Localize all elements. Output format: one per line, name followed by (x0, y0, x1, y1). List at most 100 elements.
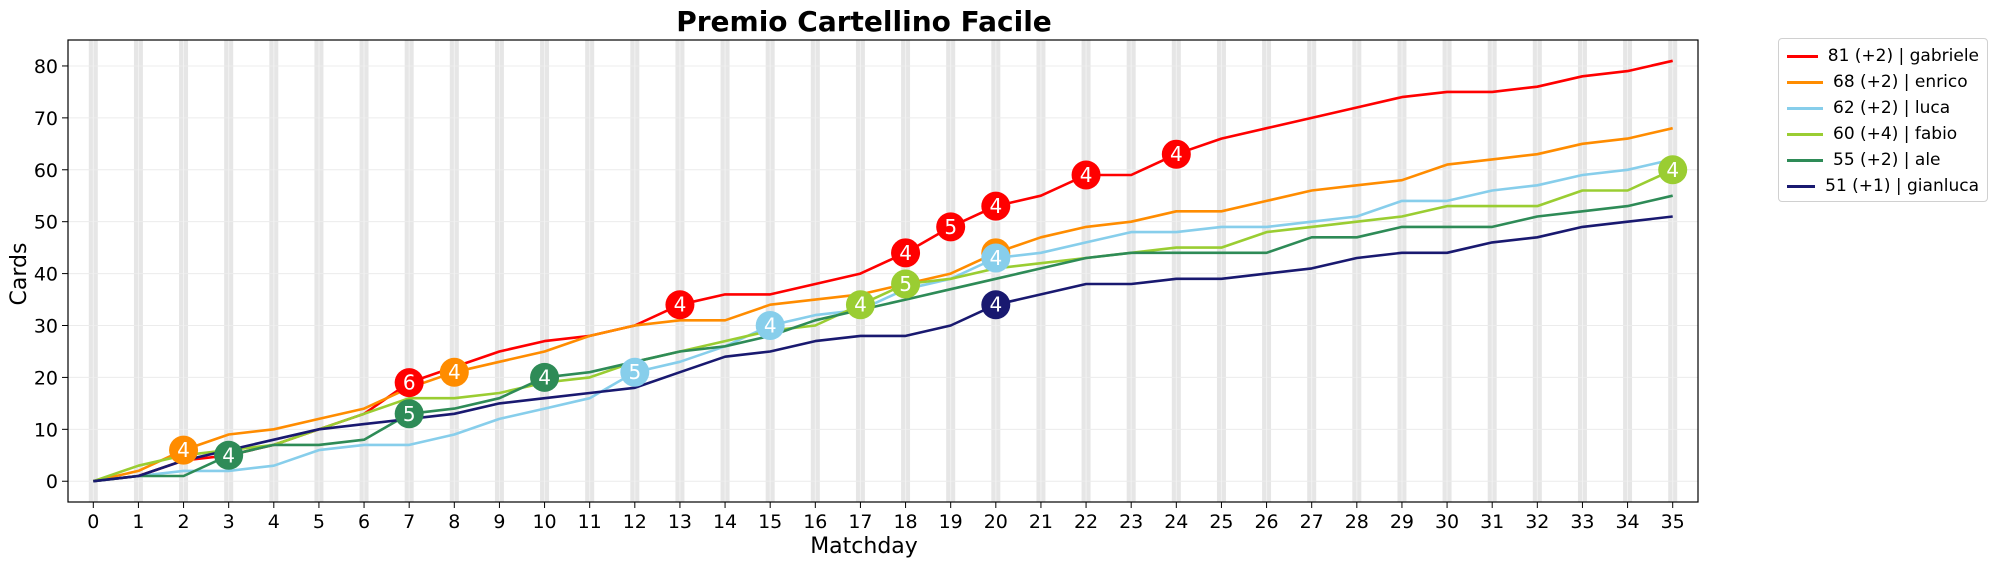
marker-gabriele (936, 212, 966, 242)
marker-gabriele (665, 290, 695, 320)
y-tick-label: 40 (34, 264, 58, 286)
legend-item-fabio: 60 (+4) | fabio (1787, 121, 1979, 147)
matchday-stripes (88, 40, 1678, 502)
x-tick-label: 19 (939, 511, 963, 533)
y-tick-label: 0 (46, 471, 58, 493)
y-tick-label: 20 (34, 367, 58, 389)
marker-label-gianluca: 4 (989, 293, 1002, 317)
x-tick-label: 16 (803, 511, 827, 533)
legend-item-gabriele: 81 (+2) | gabriele (1787, 43, 1979, 69)
marker-ale (530, 362, 560, 392)
x-tick-label: 30 (1435, 511, 1459, 533)
marker-luca (755, 311, 785, 341)
highlight-markers: 64454444445444544544 (169, 139, 1688, 470)
legend-swatch (1787, 158, 1823, 162)
marker-luca (981, 243, 1011, 273)
x-tick-label: 20 (984, 511, 1008, 533)
marker-label-fabio: 4 (854, 293, 867, 317)
x-tick-label: 3 (223, 511, 235, 533)
marker-label-ale: 5 (403, 402, 416, 426)
legend-label: 62 (+2) | luca (1833, 98, 1951, 118)
series-line-fabio (92, 168, 1674, 483)
marker-label-enrico: 4 (448, 360, 461, 384)
x-tick-label: 14 (713, 511, 737, 533)
series-lines (92, 59, 1674, 483)
x-axis-label: Matchday (810, 534, 918, 559)
legend-label: 51 (+1) | gianluca (1825, 176, 1979, 196)
x-tick-label: 7 (403, 511, 415, 533)
y-tick-label: 10 (34, 419, 58, 441)
marker-label-luca: 4 (764, 314, 777, 338)
series-line-luca (93, 158, 1673, 483)
marker-label-ale: 4 (538, 365, 551, 389)
marker-fabio (1658, 155, 1688, 185)
y-tick-label: 30 (34, 316, 58, 338)
x-tick-label: 6 (358, 511, 370, 533)
chart-title: Premio Cartellino Facile (676, 5, 1052, 38)
x-tick-label: 5 (313, 511, 325, 533)
marker-label-enrico: 4 (177, 438, 190, 462)
x-tick-label: 28 (1345, 511, 1369, 533)
marker-label-gabriele: 4 (674, 293, 687, 317)
plot-frame (67, 39, 1699, 503)
marker-gabriele (981, 191, 1011, 221)
marker-label-fabio: 5 (899, 272, 912, 296)
x-tick-label: 27 (1300, 511, 1324, 533)
x-tick-label: 13 (668, 511, 692, 533)
marker-enrico (169, 435, 199, 465)
marker-label-gabriele: 4 (989, 194, 1002, 218)
legend-swatch (1787, 54, 1818, 58)
marker-label-luca: 4 (989, 246, 1002, 270)
gridlines (68, 40, 1698, 502)
y-tick-label: 60 (34, 160, 58, 182)
x-tick-label: 32 (1525, 511, 1549, 533)
marker-label-gabriele: 4 (1080, 163, 1093, 187)
marker-fabio (891, 269, 921, 299)
marker-ale (214, 440, 244, 470)
series-line-enrico (93, 126, 1673, 483)
marker-luca (620, 357, 650, 387)
series-line-gabriele (93, 59, 1673, 483)
marker-fabio (845, 290, 875, 320)
x-tick-label: 21 (1029, 511, 1053, 533)
x-tick-label: 33 (1570, 511, 1594, 533)
series-line-ale (93, 194, 1673, 483)
x-tick-label: 34 (1615, 511, 1639, 533)
marker-label-gabriele: 5 (944, 215, 957, 239)
x-tick-label: 26 (1254, 511, 1278, 533)
legend-label: 68 (+2) | enrico (1833, 72, 1968, 92)
marker-label-ale: 4 (222, 443, 235, 467)
legend-item-luca: 62 (+2) | luca (1787, 95, 1979, 121)
marker-label-gabriele: 4 (899, 241, 912, 265)
x-tick-label: 29 (1390, 511, 1414, 533)
marker-gabriele (891, 238, 921, 268)
x-tick-label: 24 (1164, 511, 1188, 533)
legend-item-enrico: 68 (+2) | enrico (1787, 69, 1979, 95)
series-line-gianluca (93, 215, 1673, 483)
y-tick-label: 80 (34, 56, 58, 78)
legend-swatch (1787, 80, 1823, 84)
legend-item-ale: 55 (+2) | ale (1787, 147, 1979, 173)
legend-item-gianluca: 51 (+1) | gianluca (1787, 173, 1979, 199)
marker-label-fabio: 4 (1666, 158, 1679, 182)
x-axis-ticks: 0 1 2 3 4 5 6 7 8 9 10 11 12 13 14 15 16 17 18 19 20 21 22 23 24… (87, 502, 1685, 533)
x-tick-label: 22 (1074, 511, 1098, 533)
x-tick-label: 9 (493, 511, 505, 533)
x-tick-label: 23 (1119, 511, 1143, 533)
legend-swatch (1787, 184, 1816, 188)
x-tick-label: 25 (1209, 511, 1233, 533)
x-tick-label: 10 (532, 511, 556, 533)
legend-label: 81 (+2) | gabriele (1827, 46, 1979, 66)
marker-gianluca (981, 290, 1011, 320)
legend-label: 60 (+4) | fabio (1833, 124, 1958, 144)
x-tick-label: 4 (268, 511, 280, 533)
x-tick-label: 0 (87, 511, 99, 533)
x-tick-label: 15 (758, 511, 782, 533)
marker-enrico (439, 357, 469, 387)
marker-gabriele (1161, 139, 1191, 169)
x-tick-label: 11 (578, 511, 602, 533)
legend: 81 (+2) | gabriele 68 (+2) | enrico 62 (+2… (1778, 38, 1988, 202)
marker-gabriele (1071, 160, 1101, 190)
marker-ale (394, 399, 424, 429)
